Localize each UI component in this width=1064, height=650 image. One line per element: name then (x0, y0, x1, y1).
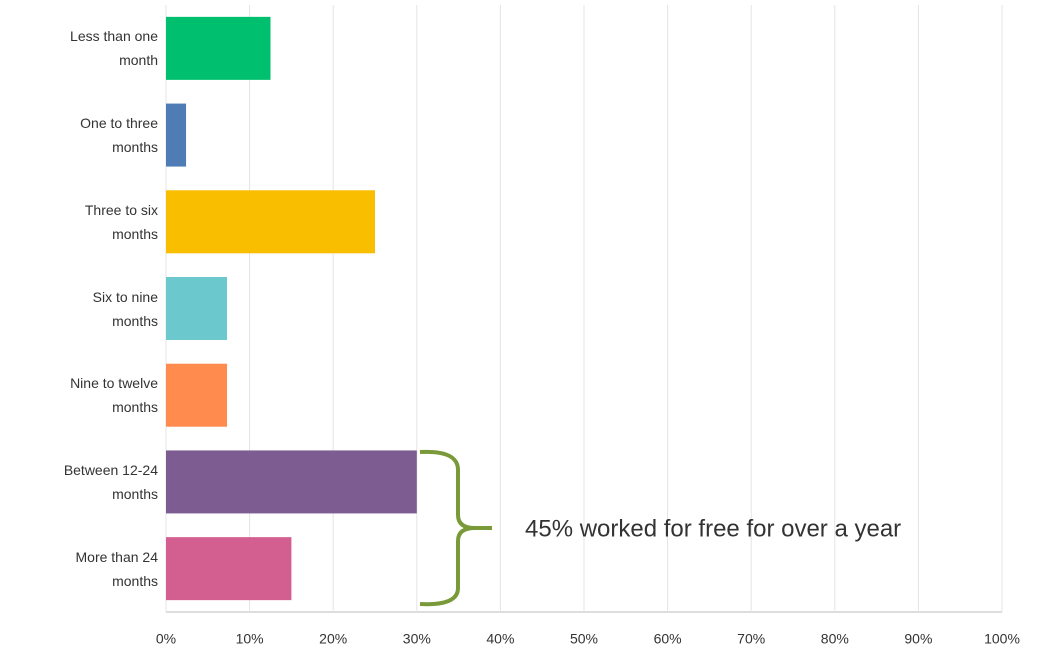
y-tick-label: Nine to twelve months (70, 375, 158, 416)
y-tick-label: Six to nine months (92, 288, 158, 329)
bracket (419, 449, 492, 607)
x-tick-label: 30% (403, 631, 431, 647)
bar (166, 450, 417, 514)
x-tick-label: 50% (570, 631, 598, 647)
y-tick-label: Between 12-24 months (63, 461, 158, 502)
x-tick-label: 20% (319, 631, 347, 647)
x-tick-label: 40% (486, 631, 514, 647)
x-tick-label: 60% (654, 631, 682, 647)
y-tick-label: More than 24 months (75, 548, 159, 589)
bar (166, 103, 187, 167)
x-tick-label: 80% (821, 631, 849, 647)
x-tick-label: 0% (156, 631, 176, 647)
x-tick-label: 10% (236, 631, 264, 647)
bar (166, 537, 292, 601)
x-tick-label: 90% (904, 631, 932, 647)
x-tick-label: 70% (737, 631, 765, 647)
bar (166, 16, 271, 80)
y-tick-label: Three to six months (84, 201, 158, 242)
y-tick-label: One to three months (80, 115, 158, 156)
bar (166, 190, 375, 254)
bar (166, 363, 228, 427)
annotation: 45% worked for free for over a year (525, 515, 901, 542)
x-tick-label: 100% (984, 631, 1020, 647)
bar (166, 277, 228, 340)
y-tick-label: Less than one month (70, 28, 158, 69)
